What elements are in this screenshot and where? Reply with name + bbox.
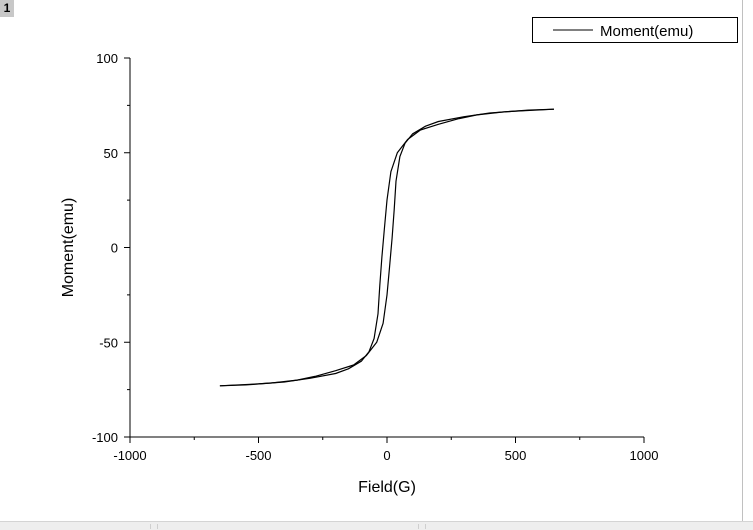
x-tick-label: 0 — [383, 448, 390, 463]
legend: Moment(emu) — [532, 17, 738, 43]
y-tick-label: -100 — [92, 430, 118, 445]
y-tick-label: 50 — [104, 146, 118, 161]
y-tick-label: 100 — [96, 51, 118, 66]
hysteresis-descending-branch — [219, 108, 555, 387]
y-axis-label: Moment(emu) — [60, 198, 77, 298]
y-tick-label: 0 — [111, 241, 118, 256]
legend-entry-label: Moment(emu) — [600, 23, 693, 40]
scrollbar-grip[interactable] — [150, 524, 158, 529]
scrollbar-grip[interactable] — [418, 524, 426, 529]
x-axis-label: Field(G) — [358, 479, 416, 496]
y-tick-label: -50 — [99, 335, 118, 350]
window-right-border — [742, 0, 743, 522]
x-tick-label: 500 — [505, 448, 527, 463]
x-tick-label: 1000 — [630, 448, 659, 463]
horizontal-scrollbar[interactable] — [0, 521, 753, 530]
window-number-tag[interactable]: 1 — [0, 0, 14, 17]
x-tick-label: -1000 — [113, 448, 146, 463]
x-tick-label: -500 — [245, 448, 271, 463]
hysteresis-ascending-branch — [219, 108, 555, 387]
